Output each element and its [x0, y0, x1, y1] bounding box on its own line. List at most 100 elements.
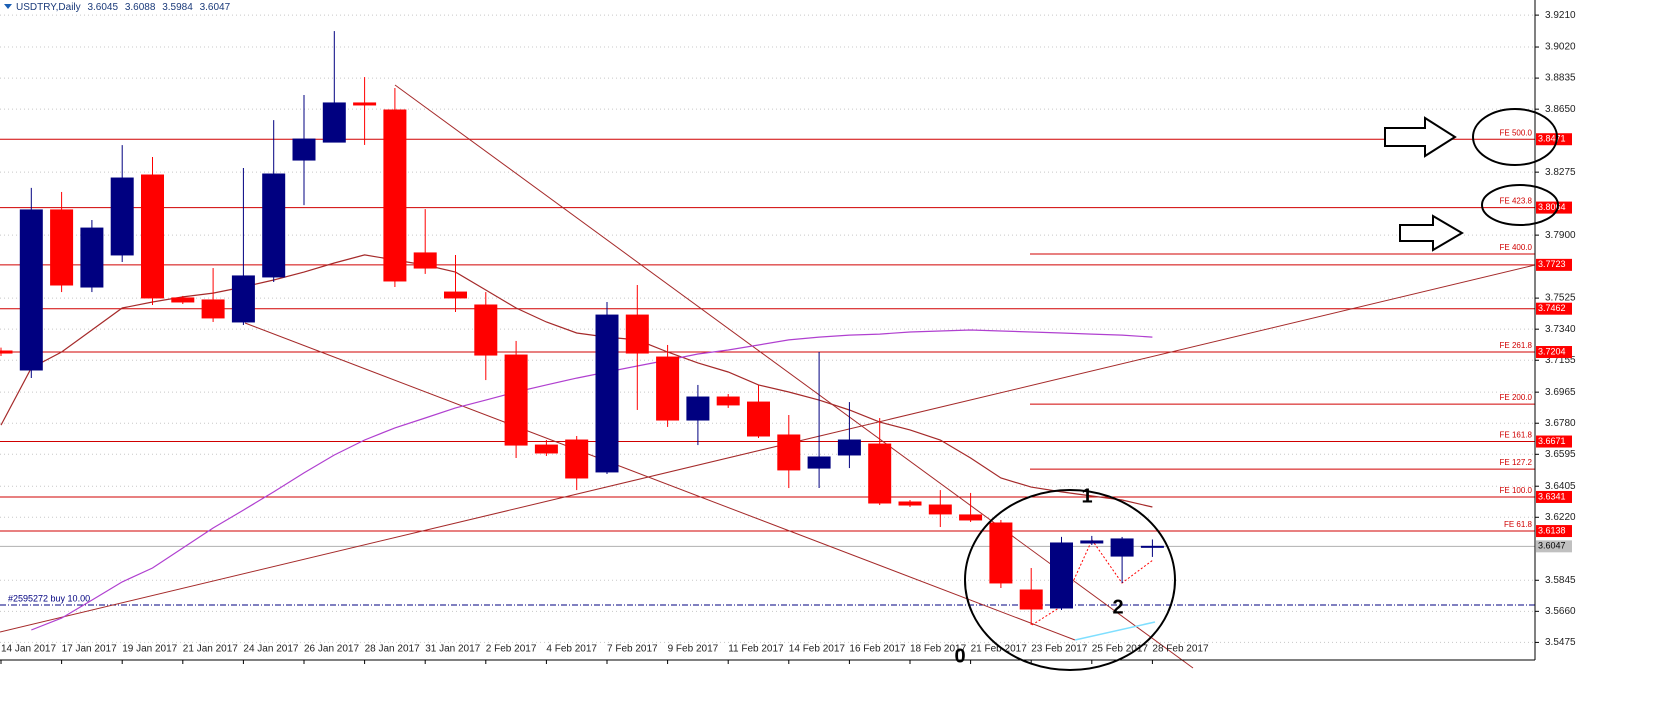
candle-body	[80, 227, 104, 288]
level-price: 3.8064	[1538, 202, 1566, 212]
circle	[1481, 184, 1559, 226]
circle	[1472, 108, 1558, 166]
candle-body	[201, 299, 225, 319]
candle-body	[686, 396, 710, 421]
x-tick-label: 14 Jan 2017	[1, 644, 56, 655]
y-tick-label: 3.8650	[1545, 104, 1576, 115]
candle-body	[353, 102, 377, 106]
candle-body	[231, 275, 255, 323]
y-tick-label: 3.5660	[1545, 606, 1576, 617]
y-tick-label: 3.5475	[1545, 637, 1576, 648]
level-name: FE 200.0	[1500, 393, 1533, 402]
candle-body	[444, 291, 467, 299]
level-price: 3.7462	[1538, 303, 1566, 313]
x-tick-label: 24 Jan 2017	[243, 644, 298, 655]
x-tick-label: 21 Feb 2017	[971, 644, 1028, 655]
level-name: FE 423.8	[1500, 197, 1533, 206]
level-name: FE 161.8	[1500, 431, 1533, 440]
candle-body	[807, 456, 831, 469]
candles-layer	[0, 31, 1164, 625]
wave-label: 2	[1112, 596, 1123, 618]
level-box	[1536, 201, 1572, 214]
y-tick-label: 3.8835	[1545, 73, 1576, 84]
level-box	[1536, 435, 1572, 448]
level-name: FE 500.0	[1500, 128, 1533, 137]
y-tick-label: 3.7900	[1545, 230, 1576, 241]
x-tick-label: 11 Feb 2017	[728, 644, 784, 655]
symbol: USDTRY,Daily	[16, 2, 81, 13]
candle-body	[504, 354, 528, 446]
level-name: FE 127.2	[1500, 458, 1533, 467]
candle-body	[595, 314, 619, 473]
x-tick-label: 23 Feb 2017	[1031, 644, 1088, 655]
candle-body	[989, 522, 1013, 584]
y-tick-label: 3.6780	[1545, 418, 1576, 429]
x-tick-label: 14 Feb 2017	[789, 644, 846, 655]
x-tick-label: 17 Jan 2017	[62, 644, 117, 655]
bid-box	[1536, 540, 1572, 553]
level-box	[1536, 133, 1572, 146]
y-tick-label: 3.9020	[1545, 42, 1576, 53]
x-tick-label: 19 Jan 2017	[122, 644, 177, 655]
x-tick-label: 16 Feb 2017	[849, 644, 906, 655]
candle-body	[1140, 545, 1164, 548]
candle-body	[868, 443, 892, 504]
candle-body	[413, 252, 437, 269]
level-box	[1536, 490, 1572, 503]
x-tick-label: 9 Feb 2017	[668, 644, 719, 655]
x-tick-label: 18 Feb 2017	[910, 644, 967, 655]
header-close: 3.6047	[200, 2, 231, 13]
menu-triangle[interactable]	[4, 4, 12, 9]
drawings	[0, 84, 1536, 669]
arrow	[1399, 214, 1464, 252]
candle-body	[383, 109, 407, 282]
y-tick-label: 3.9210	[1545, 10, 1576, 21]
header: USDTRY,Daily 3.6045 3.6088 3.5984 3.6047	[16, 2, 231, 13]
level-box	[1536, 525, 1572, 538]
indicators-layer	[0, 254, 1153, 631]
level-box	[1536, 302, 1572, 315]
y-tick-label: 3.7155	[1545, 355, 1576, 366]
moving-average	[31, 329, 1153, 631]
order-label: #2595272 buy 10.00	[8, 593, 90, 603]
candle-body	[898, 501, 922, 506]
level-box	[1536, 346, 1572, 359]
candle-body	[625, 314, 649, 354]
candle-body	[50, 209, 74, 286]
candle-body	[474, 304, 498, 356]
candle-body	[322, 102, 346, 143]
candle-body	[0, 350, 13, 354]
candle-body	[747, 401, 770, 437]
level-name: FE 261.8	[1500, 341, 1533, 350]
header-low: 3.5984	[162, 2, 193, 13]
trend-line	[244, 322, 1076, 641]
x-tick-label: 2 Feb 2017	[486, 644, 537, 655]
x-tick-label: 31 Jan 2017	[425, 644, 480, 655]
wave-label: 0	[954, 645, 965, 667]
arrow	[1384, 116, 1457, 158]
wave-label: 1	[1081, 485, 1092, 507]
x-tick-label: 28 Jan 2017	[365, 644, 420, 655]
trend-line	[1074, 621, 1156, 641]
candle-body	[777, 434, 801, 471]
level-name: FE 100.0	[1500, 486, 1533, 495]
circle	[964, 489, 1176, 671]
x-tick-label: 28 Feb 2017	[1152, 644, 1209, 655]
levels-layer: FE 500.0 FE 423.8 FE 261.8 FE 161.8 FE 100.0…	[0, 128, 1535, 606]
level-price: 3.7204	[1538, 346, 1566, 356]
candle-body	[565, 439, 589, 479]
candle-body	[110, 177, 134, 256]
candle-body	[292, 138, 316, 161]
x-tick-label: 21 Jan 2017	[183, 644, 238, 655]
y-tick-label: 3.7525	[1545, 293, 1576, 304]
candle-body	[1019, 589, 1043, 610]
y-tick-label: 3.8275	[1545, 167, 1576, 178]
level-name: FE 400.0	[1500, 243, 1533, 252]
y-tick-label: 3.6965	[1545, 387, 1576, 398]
x-tick-label: 26 Jan 2017	[304, 644, 359, 655]
candle-body	[928, 504, 952, 515]
x-tick-label: 25 Feb 2017	[1092, 644, 1149, 655]
moving-average	[0, 254, 1153, 508]
level-price: 3.6341	[1538, 491, 1566, 501]
